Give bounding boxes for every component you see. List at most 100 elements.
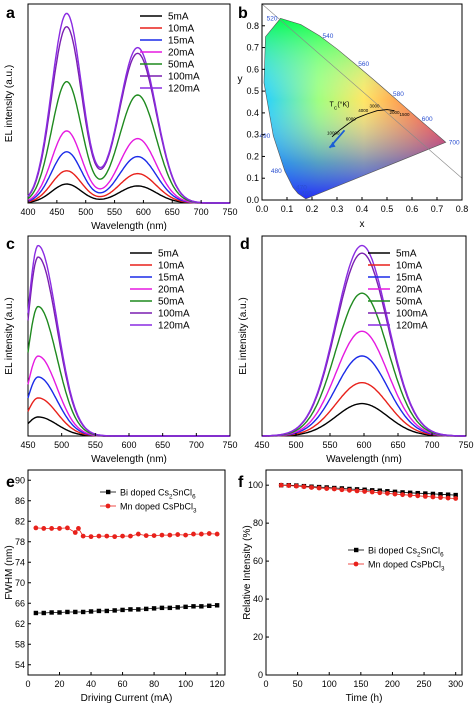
data-point xyxy=(198,531,204,537)
cct-label: 2000 xyxy=(390,110,401,115)
data-point xyxy=(120,607,125,613)
y-tick-label: 0.2 xyxy=(246,151,259,161)
data-point xyxy=(73,609,78,615)
x-tick-label: 700 xyxy=(424,440,439,450)
cct-label: 1500 xyxy=(400,112,411,117)
plot-frame xyxy=(261,235,467,437)
data-point xyxy=(175,532,181,537)
x-tick-label: 200 xyxy=(385,679,400,689)
series-line xyxy=(35,604,218,614)
text-span: Mn doped CsPbCl xyxy=(368,560,441,570)
legend-label: 120mA xyxy=(168,84,200,95)
y-tick-label: 62 xyxy=(15,619,25,629)
x-tick-label: 600 xyxy=(356,440,371,450)
x-tick-label: 650 xyxy=(155,440,170,450)
y-tick-label: 40 xyxy=(253,594,263,604)
series-line xyxy=(262,382,466,437)
cct-label: 4000 xyxy=(358,108,369,113)
legend-label: 5mA xyxy=(158,249,179,260)
data-point xyxy=(324,486,330,492)
subscript: 3 xyxy=(193,508,197,515)
x-tick-label: 0.7 xyxy=(431,204,444,214)
wavelength-label: 700 xyxy=(449,139,460,146)
panel-f: 0 50 100 150 200 250 300 0 20 40 60 80 100 Time (h) Re… xyxy=(242,469,463,704)
x-tick-label: 750 xyxy=(222,440,237,450)
data-point xyxy=(183,604,188,610)
data-point xyxy=(453,496,459,501)
x-tick-label: 450 xyxy=(254,440,269,450)
series-line xyxy=(27,244,230,437)
legend-label: Bi doped Cs2SnCl6 xyxy=(120,488,196,501)
legend-label: 100mA xyxy=(396,309,428,320)
x-tick-label: 750 xyxy=(222,207,237,217)
legend-label: 100mA xyxy=(158,309,190,320)
subscript: 2 xyxy=(417,552,421,559)
wavelength-label: 490 xyxy=(259,133,270,140)
data-point xyxy=(392,491,398,497)
legend-label: 15mA xyxy=(158,273,184,284)
x-tick-label: 40 xyxy=(86,679,96,689)
data-point xyxy=(214,603,220,608)
text-span: T xyxy=(330,101,335,108)
wavelength-label: 460 xyxy=(301,190,312,197)
data-point xyxy=(33,525,39,531)
x-tick-label: 100 xyxy=(178,679,193,689)
x-tick-label: 550 xyxy=(88,440,103,450)
y-axis-label: EL intensity (a.u.) xyxy=(4,65,15,142)
legend-marker xyxy=(105,503,111,509)
x-tick-label: 600 xyxy=(121,440,136,450)
y-tick-label: 0.0 xyxy=(246,195,259,205)
x-tick-label: 650 xyxy=(390,440,405,450)
x-tick-label: 250 xyxy=(417,679,432,689)
data-point xyxy=(159,532,165,538)
data-point xyxy=(430,494,436,500)
legend-label: 120mA xyxy=(158,321,190,332)
data-point xyxy=(331,486,337,492)
y-tick-label: 0.6 xyxy=(246,64,259,74)
data-point xyxy=(445,495,451,501)
x-axis-label: Time (h) xyxy=(346,693,383,704)
x-tick-label: 20 xyxy=(55,679,65,689)
legend-label: 50mA xyxy=(158,297,184,308)
legend-label: 5mA xyxy=(168,12,189,23)
subscript: C xyxy=(334,105,338,111)
data-point xyxy=(80,533,86,539)
data-point xyxy=(41,526,47,531)
data-point xyxy=(144,606,149,612)
x-tick-label: 0.6 xyxy=(406,204,419,214)
x-tick-label: 550 xyxy=(107,207,122,217)
wavelength-label: 540 xyxy=(323,33,334,40)
data-point xyxy=(159,605,165,611)
x-tick-label: 400 xyxy=(20,207,35,217)
x-tick-label: 0.3 xyxy=(331,204,344,214)
data-point xyxy=(151,606,157,611)
data-point xyxy=(191,604,196,609)
text-span: (°K) xyxy=(337,100,349,108)
y-axis-label: EL intensity (a.u.) xyxy=(238,297,249,374)
subscript: 6 xyxy=(440,552,444,559)
data-point xyxy=(423,491,428,496)
data-point xyxy=(214,531,220,537)
y-tick-label: 0.4 xyxy=(246,108,259,118)
wavelength-label: 560 xyxy=(358,61,369,68)
legend-label: 50mA xyxy=(168,60,194,71)
plot-frame xyxy=(27,3,231,204)
y-tick-label: 66 xyxy=(15,598,25,608)
data-point xyxy=(143,533,149,538)
wavelength-label: 520 xyxy=(267,15,278,22)
panel-letter-f: f xyxy=(238,474,244,491)
y-tick-label: 86 xyxy=(15,496,25,506)
legend-marker xyxy=(354,547,359,553)
x-tick-label: 0.1 xyxy=(281,204,294,214)
panel-d: 450 500 550 600 650 700 750 Wavelength (nm) EL i… xyxy=(238,235,474,465)
series-line xyxy=(27,130,230,204)
x-tick-label: 80 xyxy=(149,679,159,689)
legend-label: Mn doped CsPbCl3 xyxy=(120,502,197,515)
wavelength-label: 580 xyxy=(393,91,404,98)
data-point xyxy=(400,492,405,498)
data-point xyxy=(309,485,314,490)
x-tick-label: 150 xyxy=(353,679,368,689)
data-point xyxy=(362,489,368,494)
y-tick-label: 70 xyxy=(15,578,25,588)
